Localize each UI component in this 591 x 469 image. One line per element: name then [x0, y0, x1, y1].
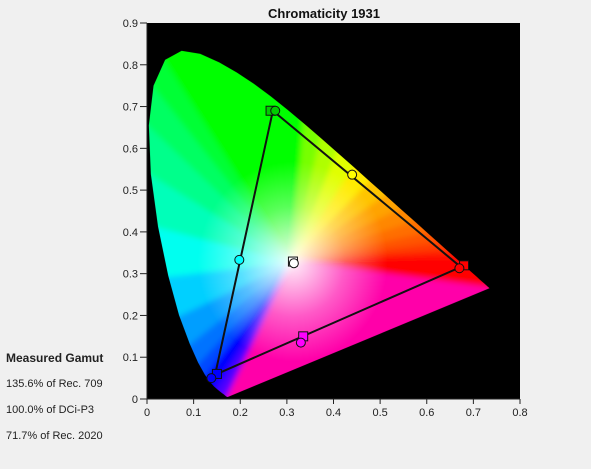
y-tick-label: 0 [132, 394, 138, 406]
gamut-heading: Measured Gamut [6, 351, 104, 365]
y-tick-label: 0.1 [123, 352, 138, 364]
x-tick-label: 0.2 [233, 407, 248, 419]
chart-markers [206, 105, 470, 384]
x-tick-label: 0.3 [279, 407, 294, 419]
circle-marker [206, 373, 217, 384]
chart-title: Chromaticity 1931 [268, 6, 380, 21]
circle-marker [347, 169, 358, 180]
y-tick-label: 0.5 [123, 185, 138, 197]
gamut-rec709: 135.6% of Rec. 709 [6, 378, 103, 390]
gamut-summary: Measured Gamut 135.6% of Rec. 709 100.0%… [6, 351, 146, 455]
circle-marker [295, 337, 306, 348]
gamut-dci-p3: 100.0% of DCi-P3 [6, 404, 95, 416]
y-axis-ticks: 0 0.1 0.2 0.3 0.4 0.5 0.6 0.7 0.8 0.9 [123, 18, 147, 406]
x-tick-label: 0.6 [419, 407, 434, 419]
x-axis-ticks: 0 0.1 0.2 0.3 0.4 0.5 0.6 0.7 0.8 [144, 399, 528, 419]
y-tick-label: 0.6 [123, 143, 138, 155]
x-tick-label: 0.1 [186, 407, 201, 419]
circle-marker [288, 258, 299, 269]
y-tick-label: 0.4 [123, 227, 138, 239]
x-tick-label: 0 [144, 407, 150, 419]
measured-gamut-triangle [213, 108, 463, 377]
y-tick-label: 0.8 [123, 60, 138, 72]
circle-marker [454, 263, 465, 274]
y-tick-label: 0.7 [123, 102, 138, 114]
y-tick-label: 0.2 [123, 310, 138, 322]
circle-marker [234, 254, 245, 265]
gamut-rec2020: 71.7% of Rec. 2020 [6, 430, 103, 442]
y-tick-label: 0.9 [123, 18, 138, 30]
y-tick-label: 0.3 [123, 269, 138, 281]
spectral-locus-outline [148, 50, 491, 398]
x-tick-label: 0.5 [372, 407, 387, 419]
x-tick-label: 0.8 [512, 407, 527, 419]
x-tick-label: 0.7 [466, 407, 481, 419]
x-tick-label: 0.4 [326, 407, 341, 419]
circle-marker [270, 105, 281, 116]
